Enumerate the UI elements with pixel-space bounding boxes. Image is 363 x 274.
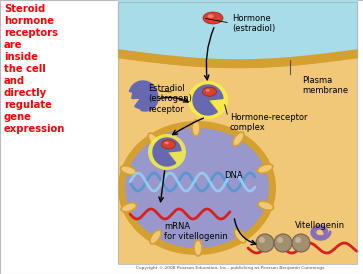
Text: Hormone-receptor
complex: Hormone-receptor complex	[230, 113, 307, 132]
Ellipse shape	[274, 234, 292, 252]
Text: Copyright © 2008 Pearson Education, Inc., publishing as Pearson Benjamin Cumming: Copyright © 2008 Pearson Education, Inc.…	[136, 266, 324, 270]
Ellipse shape	[121, 166, 136, 175]
Polygon shape	[193, 85, 223, 115]
Text: mRNA
for vitellogenin: mRNA for vitellogenin	[164, 222, 228, 241]
Ellipse shape	[258, 201, 273, 210]
Ellipse shape	[256, 234, 274, 252]
Ellipse shape	[148, 133, 160, 147]
Ellipse shape	[192, 120, 200, 136]
Polygon shape	[130, 81, 157, 109]
Ellipse shape	[150, 230, 161, 244]
Text: Hormone
(estradiol): Hormone (estradiol)	[232, 14, 275, 33]
Ellipse shape	[194, 240, 202, 256]
Text: DNA: DNA	[224, 172, 242, 181]
Ellipse shape	[259, 237, 265, 243]
Ellipse shape	[125, 128, 269, 248]
Text: Steroid
hormone
receptors
are
inside
the cell
and
directly
regulate
gene
express: Steroid hormone receptors are inside the…	[4, 4, 65, 134]
Bar	[118, 2, 357, 264]
Ellipse shape	[148, 134, 186, 170]
Ellipse shape	[257, 164, 273, 173]
Ellipse shape	[234, 229, 246, 243]
Ellipse shape	[118, 121, 276, 255]
Ellipse shape	[121, 203, 136, 212]
Ellipse shape	[164, 142, 169, 144]
Polygon shape	[132, 85, 158, 111]
Ellipse shape	[188, 81, 228, 119]
Ellipse shape	[233, 132, 244, 146]
Text: Estradiol
(estrogen)
receptor: Estradiol (estrogen) receptor	[148, 84, 192, 114]
Polygon shape	[153, 138, 181, 166]
Text: Plasma
membrane: Plasma membrane	[302, 76, 348, 95]
Ellipse shape	[203, 87, 216, 96]
Ellipse shape	[208, 15, 213, 18]
Ellipse shape	[277, 237, 283, 243]
Ellipse shape	[295, 237, 301, 243]
Bar	[118, 2, 357, 54]
Bar	[118, 2, 357, 264]
Text: Vitellogenin: Vitellogenin	[295, 221, 345, 230]
Ellipse shape	[292, 234, 310, 252]
Ellipse shape	[206, 89, 210, 92]
Ellipse shape	[162, 140, 175, 149]
Ellipse shape	[203, 12, 223, 24]
